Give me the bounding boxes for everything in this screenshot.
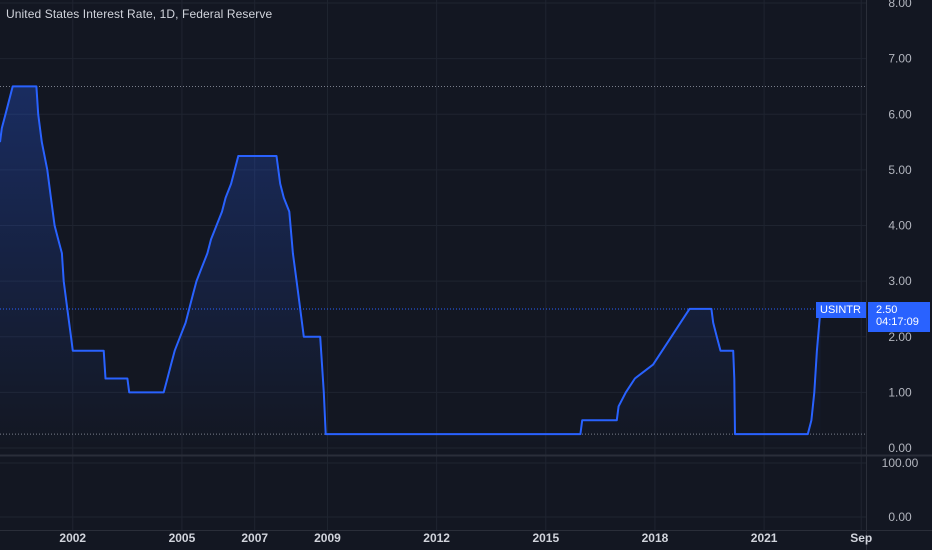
y-tick-label: 7.00: [888, 52, 912, 66]
series-line: [0, 85, 822, 436]
indicator-tick-label: 100.00: [882, 456, 919, 470]
reference-lines: [0, 85, 866, 435]
x-tick-label: 2018: [642, 531, 669, 545]
y-tick-label: 8.00: [888, 0, 912, 10]
indicator-tick-label: 0.00: [888, 510, 912, 524]
y-tick-label: 0.00: [888, 441, 912, 455]
last-price-label: 2.50 04:17:09: [868, 302, 930, 332]
series-area: [0, 86, 821, 449]
symbol-label: USINTR: [816, 302, 866, 318]
y-tick-label: 1.00: [888, 385, 912, 399]
x-tick-label: Sep: [850, 531, 872, 545]
time-axis[interactable]: 2002 2005 2007 2009 2012 2015 2018 2021 Sep: [59, 531, 872, 545]
grid-lines: [0, 0, 866, 530]
y-tick-label: 5.00: [888, 163, 912, 177]
series-path: [0, 85, 822, 436]
x-tick-label: 2015: [532, 531, 559, 545]
last-price-value: 2.50: [876, 304, 898, 316]
x-tick-label: 2012: [423, 531, 450, 545]
x-tick-label: 2002: [59, 531, 86, 545]
x-tick-label: 2007: [241, 531, 268, 545]
x-tick-label: 2005: [169, 531, 196, 545]
y-tick-label: 4.00: [888, 219, 912, 233]
price-axis[interactable]: 8.00 7.00 6.00 5.00 4.00 3.00 2.00 1.00 0.00: [888, 0, 912, 455]
y-tick-label: 6.00: [888, 107, 912, 121]
x-tick-label: 2009: [314, 531, 341, 545]
y-tick-label: 3.00: [888, 274, 912, 288]
bar-countdown: 04:17:09: [876, 316, 919, 328]
y-tick-label: 2.00: [888, 330, 912, 344]
x-tick-label: 2021: [751, 531, 778, 545]
chart-title: United States Interest Rate, 1D, Federal…: [6, 7, 273, 21]
series-fill: [0, 86, 821, 449]
indicator-axis: 100.00 0.00: [0, 456, 919, 524]
